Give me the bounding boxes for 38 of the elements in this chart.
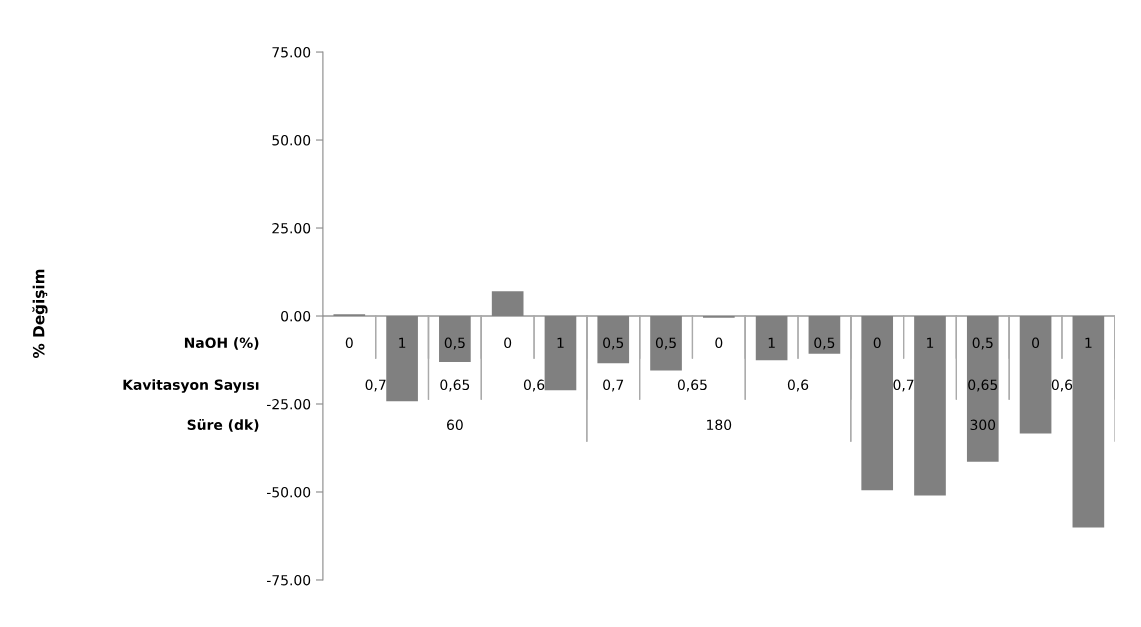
category-label: 0,5 [814,337,835,350]
category-label: 0,6 [1051,379,1073,392]
category-label: 1 [557,337,564,348]
category-label: 0,7 [365,379,386,392]
category-label: 1 [399,337,406,348]
text: Süre (dk) [187,419,259,432]
y-tick-label: -25.00 [267,398,311,410]
category-label: 60 [447,419,463,431]
text: Kavitasyon Sayısı [123,379,259,393]
category-label: 1 [768,337,775,348]
category-label: 1 [1085,337,1092,348]
category-label: 0,7 [893,379,914,392]
category-label: 0,5 [603,337,624,350]
y-tick-label: 25.00 [272,222,311,234]
y-tick-label: -50.00 [267,486,311,498]
y-tick-label: 0.00 [281,310,311,322]
category-label: 0 [345,337,353,349]
text: NaOH (%) [184,337,259,350]
category-label: 0 [715,337,723,349]
category-label: 1 [927,337,934,348]
category-label: 180 [707,419,732,431]
y-tick-label: 75.00 [272,47,311,58]
category-label: 0,7 [603,379,624,392]
category-label: 0,6 [787,379,809,392]
category-label: 0,6 [523,379,545,392]
category-label: 0,65 [968,379,998,392]
category-label: 0,5 [444,337,465,350]
category-label: 300 [970,419,996,431]
category-label: 0,5 [972,337,993,350]
y-tick-label: 50.00 [272,135,311,146]
category-label: 0 [504,337,512,349]
category-label: 0,65 [677,379,707,392]
category-label: 0 [873,337,881,349]
category-label: 0,65 [440,379,470,392]
category-label: 0 [1032,337,1040,349]
text: % Değişim [32,269,48,359]
category-label: 0,5 [655,337,676,350]
y-tick-label: -75.00 [267,574,311,586]
